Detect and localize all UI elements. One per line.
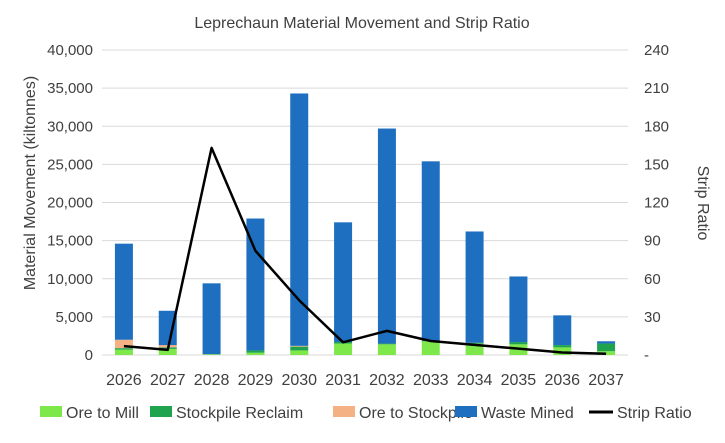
bar-stockpile-reclaim (290, 347, 308, 351)
axes: 0 - 5,000 30 10,000 60 15,000 90 20,000 120 25,000… (47, 42, 669, 389)
y-tick-label: 25,000 (47, 156, 93, 173)
x-tick-label: 2034 (457, 372, 493, 389)
y2-tick-label: 180 (644, 118, 669, 135)
y-tick-label: 10,000 (47, 271, 93, 288)
gridlines (102, 50, 628, 355)
x-tick-label: 2030 (281, 372, 317, 389)
x-tick-label: 2033 (413, 372, 449, 389)
bar-ore-to-mill (422, 341, 440, 355)
bar-waste-mined (378, 129, 396, 344)
y-tick-label: 35,000 (47, 80, 93, 97)
legend-swatch (40, 406, 62, 417)
y2-tick-label: 90 (644, 233, 661, 250)
x-tick-label: 2026 (106, 372, 142, 389)
bar-waste-mined (509, 276, 527, 342)
x-tick-label: 2027 (150, 372, 186, 389)
legend-swatch (333, 406, 355, 417)
strip-ratio-line (124, 148, 606, 354)
legend-label: Strip Ratio (617, 405, 692, 422)
bar-ore-to-mill (378, 344, 396, 355)
legend-label: Waste Mined (481, 405, 574, 422)
legend-swatch (455, 406, 477, 417)
y2-tick-label: 210 (644, 80, 669, 97)
bar-stockpile-reclaim (597, 344, 615, 352)
y-tick-label: 5,000 (55, 309, 93, 326)
y-tick-label: 40,000 (47, 42, 93, 59)
bar-ore-to-mill (246, 353, 264, 355)
strip-ratio-line-layer (124, 148, 606, 354)
legend-label: Stockpile Reclaim (176, 405, 303, 422)
legend-label: Ore to Mill (66, 405, 139, 422)
bar-waste-mined (597, 341, 615, 343)
bar-waste-mined (553, 315, 571, 345)
bar-waste-mined (334, 222, 352, 342)
bar-stockpile-reclaim (553, 345, 571, 347)
x-tick-label: 2031 (325, 372, 361, 389)
bar-ore-to-stockpile (290, 346, 308, 347)
x-tick-label: 2028 (194, 372, 230, 389)
y2-tick-label: 30 (644, 309, 661, 326)
bar-stockpile-reclaim (509, 342, 527, 344)
y-tick-label: 15,000 (47, 233, 93, 250)
bar-waste-mined (422, 161, 440, 340)
y-axis-label: Material Movement (kiltonnes) (22, 76, 39, 290)
bar-waste-mined (203, 283, 221, 354)
x-tick-label: 2036 (544, 372, 580, 389)
y2-tick-label: 150 (644, 156, 669, 173)
bar-waste-mined (115, 244, 133, 340)
bar-ore-to-mill (334, 344, 352, 355)
y2-axis-label: Strip Ratio (694, 166, 711, 241)
bar-ore-to-mill (115, 350, 133, 355)
chart-title: Leprechaun Material Movement and Strip R… (194, 15, 529, 32)
y-tick-label: 20,000 (47, 195, 93, 212)
x-tick-label: 2035 (501, 372, 537, 389)
bar-ore-to-mill (203, 354, 221, 355)
bars (115, 93, 615, 355)
y-tick-label: 0 (85, 347, 93, 364)
bar-ore-to-mill (290, 350, 308, 355)
bar-stockpile-reclaim (378, 344, 396, 345)
legend-swatch (150, 406, 172, 417)
y2-tick-label: 240 (644, 42, 669, 59)
y-tick-label: 30,000 (47, 118, 93, 135)
bar-stockpile-reclaim (246, 350, 264, 352)
bar-stockpile-reclaim (115, 348, 133, 350)
y2-tick-label: 60 (644, 271, 661, 288)
x-tick-label: 2029 (238, 372, 274, 389)
y2-tick-label: - (644, 347, 649, 364)
y2-tick-label: 120 (644, 195, 669, 212)
x-tick-label: 2032 (369, 372, 405, 389)
bar-waste-mined (466, 231, 484, 342)
x-tick-label: 2037 (588, 372, 624, 389)
